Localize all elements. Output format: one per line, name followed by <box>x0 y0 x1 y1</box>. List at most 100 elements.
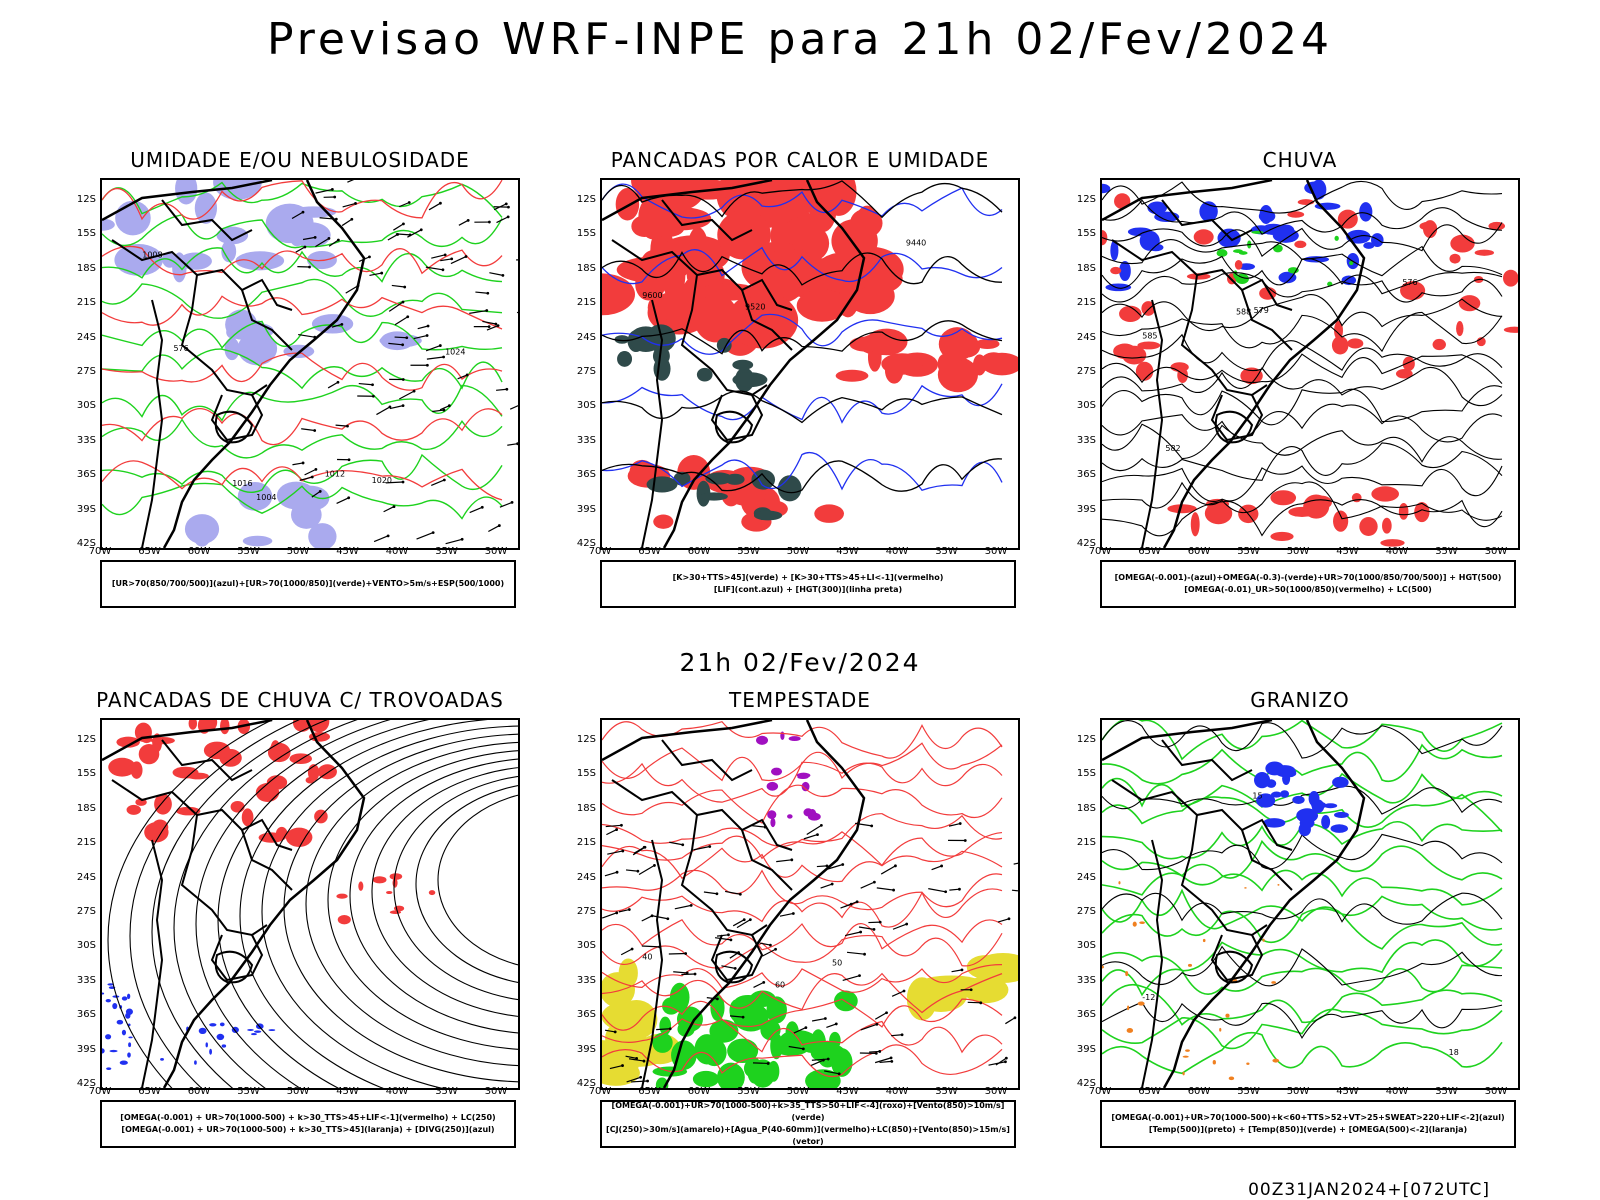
rain-red-area-cell <box>1102 230 1108 246</box>
wind-vector <box>395 233 411 236</box>
omega500-orange-area-cell <box>1219 1027 1222 1032</box>
unstable-red-area-cell <box>653 514 674 529</box>
wind850-green-area <box>652 982 858 1088</box>
hail-blue-area-cell <box>1323 803 1338 809</box>
humidity-blue-area-cell <box>194 192 218 224</box>
wind-vector <box>336 497 349 505</box>
wind-vector-head <box>354 202 357 205</box>
wind-vector <box>703 891 718 895</box>
wind-vector <box>292 462 304 466</box>
map-panel: PANCADAS POR CALOR E UMIDADE 9600 9520 9440… <box>560 148 1040 628</box>
divergence-blue-area-cell <box>112 1002 118 1010</box>
wind-vector-head <box>303 245 307 249</box>
contour-label: 576 <box>1402 278 1417 287</box>
wind-vector-head <box>769 943 772 947</box>
wind-vector <box>626 1076 641 1083</box>
wind-vector-head <box>516 442 518 446</box>
wind-vector-head <box>347 496 351 500</box>
wind-vector-head <box>874 1051 878 1055</box>
streamline <box>195 720 391 1088</box>
wind-vector-head <box>635 1056 639 1060</box>
storm-red-area-cell <box>389 873 403 880</box>
rain-red-area-cell <box>1450 234 1475 253</box>
divergence-blue-area-cell <box>209 1048 213 1055</box>
unstable-green-area-cell <box>653 356 671 381</box>
contour-label: 1024 <box>445 348 465 357</box>
omega500-orange-area-cell <box>1102 965 1104 969</box>
longitude-label: 60W <box>687 546 711 557</box>
country-border <box>661 739 753 782</box>
wind-vector-head <box>405 336 409 340</box>
latitude-label: 15S <box>1076 228 1096 240</box>
streamline <box>129 720 301 1088</box>
thickness-red-contours <box>102 180 503 501</box>
hail-blue-area-cell <box>1296 808 1319 823</box>
wind-vector <box>469 309 487 314</box>
wind-vector-head <box>313 235 317 239</box>
latitude-label: 33S <box>1076 974 1096 986</box>
country-border <box>710 934 764 982</box>
temp500-black-contours-line <box>1102 892 1503 925</box>
wind-vector-head <box>738 892 742 896</box>
latitude-label: 30S <box>1076 940 1096 952</box>
wind-vector <box>1011 889 1018 892</box>
contour-label: 1020 <box>372 476 392 485</box>
wind-vector <box>625 869 638 872</box>
legend-line: [LIF](cont.azul) + [HGT(300)](linha pret… <box>713 585 903 594</box>
wind-vector-head <box>615 828 618 831</box>
wind-vector <box>858 926 875 930</box>
longitude-label: 65W <box>638 546 661 557</box>
wind-vector <box>327 381 339 389</box>
wind-vector <box>844 931 861 937</box>
latitude-label: 27S <box>76 366 96 377</box>
wind-vector-head <box>969 988 973 992</box>
wind-vector-head <box>466 218 470 222</box>
divergence-blue-area <box>160 1022 276 1065</box>
wind-vector-head <box>371 394 375 398</box>
wind-vector <box>844 901 858 908</box>
contour-label: 1004 <box>256 493 276 502</box>
wind-vector-head <box>737 951 740 954</box>
wind-vector-head <box>766 1062 770 1065</box>
divergence-blue-area-cell <box>102 1048 105 1054</box>
latitude-label: 36S <box>76 469 96 481</box>
storm-red-area-cell <box>130 761 143 779</box>
lagoon-outline <box>214 410 254 444</box>
streamline <box>151 720 329 1088</box>
rain-red-area <box>1167 486 1430 547</box>
omega500-orange-area-cell <box>1277 883 1280 886</box>
temp500-black-contours <box>1102 720 1503 1040</box>
omega500-orange-area-cell <box>1244 887 1247 889</box>
severe-purple-area-cell <box>766 781 779 791</box>
wind-vector <box>606 829 617 836</box>
hail-blue-area-cell <box>1311 799 1325 814</box>
wind850-green-area-cell <box>652 1032 673 1053</box>
humidity-green-contours-line <box>102 320 503 351</box>
coastline <box>102 720 366 1088</box>
wind-vector <box>716 934 729 937</box>
wind-vector <box>425 345 441 352</box>
divergence-blue-area-cell <box>268 1029 276 1032</box>
wind-vector-head <box>894 864 897 868</box>
storm-red-area-cell <box>270 740 281 762</box>
rain-green-area-cell <box>1238 251 1248 255</box>
storm-red-area-cell <box>285 827 313 847</box>
wind-vector-head <box>892 888 895 892</box>
wind-vector <box>879 1060 892 1064</box>
unstable-red-area-cell <box>881 353 923 375</box>
longitude-label: 45W <box>336 1086 359 1097</box>
hgt500-contours-line <box>1102 403 1503 443</box>
humidity-green-contours-line <box>102 384 503 422</box>
wind-vector-head <box>890 1059 894 1063</box>
rain-green-area-cell <box>1334 235 1339 241</box>
hgt500-contours-line <box>1102 353 1503 384</box>
wind-vector-head <box>347 458 351 462</box>
lagoon-outline <box>714 410 754 444</box>
divergence-blue-area-cell <box>254 1030 262 1033</box>
jet-yellow-area-cell <box>605 1020 647 1056</box>
wind-vector <box>729 952 739 959</box>
wind-vector <box>762 948 776 957</box>
divergence-blue-area-cell <box>221 1044 227 1048</box>
wind-vector-head <box>487 325 491 329</box>
wind-vector <box>638 864 655 876</box>
